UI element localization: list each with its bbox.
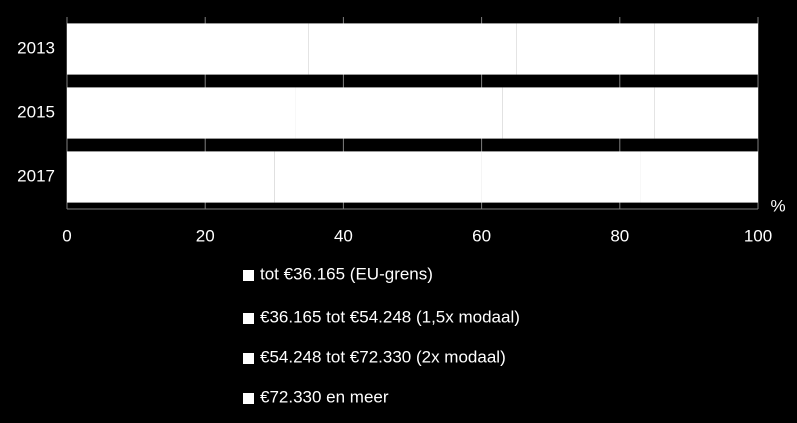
bar-segment [654,23,758,75]
bar-segment [67,23,309,75]
bar-segment [640,151,758,203]
legend-swatch [243,270,254,281]
bar-segment [481,151,641,203]
y-tick-label: 2017 [17,166,55,185]
legend-label: tot €36.165 (EU-grens) [260,264,433,283]
bar-segment [516,23,655,75]
legend-swatch [243,313,254,324]
bar-segment [502,87,655,139]
y-tick-label: 2015 [17,102,55,121]
bar-segment [654,87,758,139]
legend-label: €72.330 en meer [260,387,389,406]
legend-label: €54.248 tot €72.330 (2x modaal) [260,347,506,366]
legend-swatch [243,393,254,404]
bar-segment [295,87,503,139]
y-tick-label: 2013 [17,38,55,57]
x-tick-label: 80 [610,226,629,245]
legend-label: €36.165 tot €54.248 (1,5x modaal) [260,307,520,326]
bar-segment [274,151,482,203]
bar-segment [308,23,517,75]
bar-segment [67,151,275,203]
x-tick-label: 100 [744,226,772,245]
bar-segment [67,87,296,139]
x-tick-label: 20 [196,226,215,245]
legend-swatch [243,353,254,364]
x-tick-label: 40 [334,226,353,245]
x-axis-label: % [770,196,785,215]
x-tick-label: 60 [472,226,491,245]
x-tick-label: 0 [62,226,71,245]
